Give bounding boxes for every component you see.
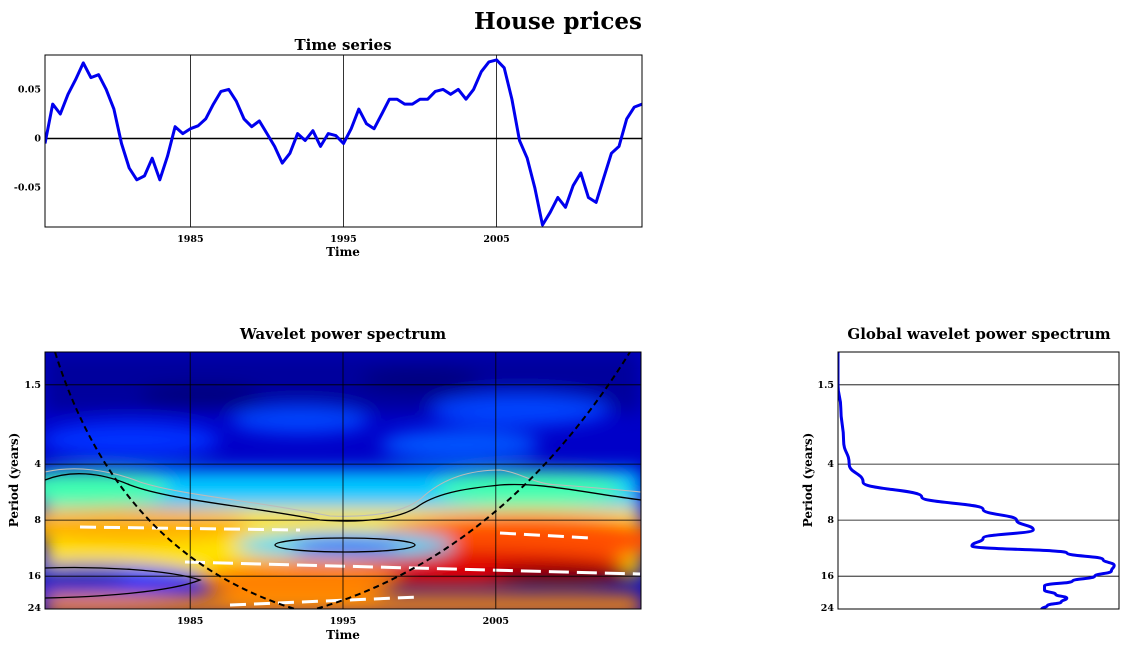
time-series-y-tick: 0 xyxy=(34,134,41,145)
time-series-xlabel: Time xyxy=(326,245,360,259)
time-series-x-ticks: 1985 1995 2005 xyxy=(177,234,510,245)
significance-contour-10yr xyxy=(274,537,416,553)
global-wavelet-y-ticks: 1.5 4 8 16 24 xyxy=(817,380,834,614)
wavelet-power-panel: Wavelet power spectrum xyxy=(7,325,642,642)
global-wavelet-frame xyxy=(837,351,1120,610)
time-series-panel: Time series 1985 1995 2005 0.05 0 -0.05 Time xyxy=(14,36,643,259)
wavelet-power-x-ticks: 1985 1995 2005 xyxy=(177,616,509,627)
global-wavelet-line xyxy=(838,352,1116,609)
time-series-x-tick: 1995 xyxy=(330,234,356,245)
time-series-x-tick: 2005 xyxy=(483,234,509,245)
global-wavelet-y-tick: 4 xyxy=(827,459,834,470)
wavelet-power-x-tick: 1995 xyxy=(330,616,356,627)
global-wavelet-y-tick: 24 xyxy=(821,603,835,614)
time-series-x-tick: 1985 xyxy=(177,234,203,245)
ridge-line-24yr xyxy=(229,595,421,607)
global-wavelet-y-tick: 16 xyxy=(821,571,835,582)
global-wavelet-gridlines xyxy=(838,384,1119,610)
wavelet-power-y-tick: 4 xyxy=(34,459,41,470)
wavelet-power-x-tick: 1985 xyxy=(177,616,203,627)
wavelet-power-title: Wavelet power spectrum xyxy=(239,325,446,343)
wavelet-power-ylabel: Period (years) xyxy=(7,433,21,528)
global-wavelet-title: Global wavelet power spectrum xyxy=(847,325,1110,343)
wavelet-power-y-tick: 16 xyxy=(28,571,42,582)
significance-contour-16yr xyxy=(45,566,202,599)
wavelet-power-y-ticks: 1.5 4 8 16 24 xyxy=(24,380,41,614)
time-series-y-ticks: 0.05 0 -0.05 xyxy=(14,84,41,193)
time-series-y-tick: 0.05 xyxy=(18,84,41,95)
global-wavelet-ylabel: Period (years) xyxy=(801,433,815,528)
wavelet-power-gridlines xyxy=(45,352,641,609)
global-wavelet-y-tick: 8 xyxy=(827,515,834,526)
cone-of-influence xyxy=(54,352,631,609)
global-wavelet-y-tick: 1.5 xyxy=(817,380,834,391)
ridge-line-10yr xyxy=(499,531,591,540)
figure-title: House prices xyxy=(474,8,642,35)
wavelet-power-frame xyxy=(44,351,642,610)
time-series-line xyxy=(45,58,642,227)
significance-contour-light xyxy=(45,468,641,517)
wavelet-power-x-tick: 2005 xyxy=(483,616,509,627)
wavelet-power-xlabel: Time xyxy=(326,628,360,642)
global-wavelet-panel: Global wavelet power spectrum 1.5481624 … xyxy=(801,325,1120,614)
wavelet-power-y-tick: 24 xyxy=(28,603,42,614)
time-series-title: Time series xyxy=(294,36,391,54)
wavelet-power-y-tick: 1.5 xyxy=(24,380,41,391)
wavelet-heatmap xyxy=(45,352,641,609)
time-series-frame xyxy=(44,54,643,228)
time-series-y-tick: -0.05 xyxy=(14,183,41,194)
wavelet-power-y-tick: 8 xyxy=(34,515,41,526)
